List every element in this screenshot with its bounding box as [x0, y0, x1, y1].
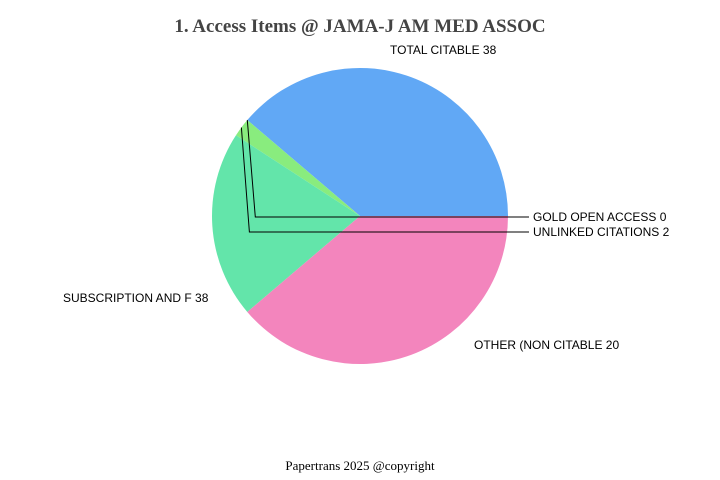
- slice-label: OTHER (NON CITABLE 20: [474, 338, 619, 352]
- leader-line: [240, 127, 529, 233]
- slice-label: SUBSCRIPTION AND F 38: [63, 291, 209, 305]
- pie-slice: [247, 68, 508, 217]
- pie-slices: [211, 68, 508, 364]
- pie-slice: [211, 135, 360, 312]
- leader-line: [246, 120, 529, 218]
- chart-title: 1. Access Items @ JAMA-J AM MED ASSOC: [174, 16, 546, 37]
- copyright-footer: Papertrans 2025 @copyright: [285, 458, 435, 473]
- slice-label: TOTAL CITABLE 38: [390, 43, 497, 57]
- pie-slice: [235, 120, 360, 216]
- slice-label: UNLINKED CITATIONS 2: [533, 225, 670, 239]
- leader-lines: [240, 120, 529, 233]
- slice-label: GOLD OPEN ACCESS 0: [533, 210, 667, 224]
- slice-labels: TOTAL CITABLE 38 GOLD OPEN ACCESS 0UNLINK…: [63, 43, 670, 352]
- pie-slice: [247, 216, 508, 364]
